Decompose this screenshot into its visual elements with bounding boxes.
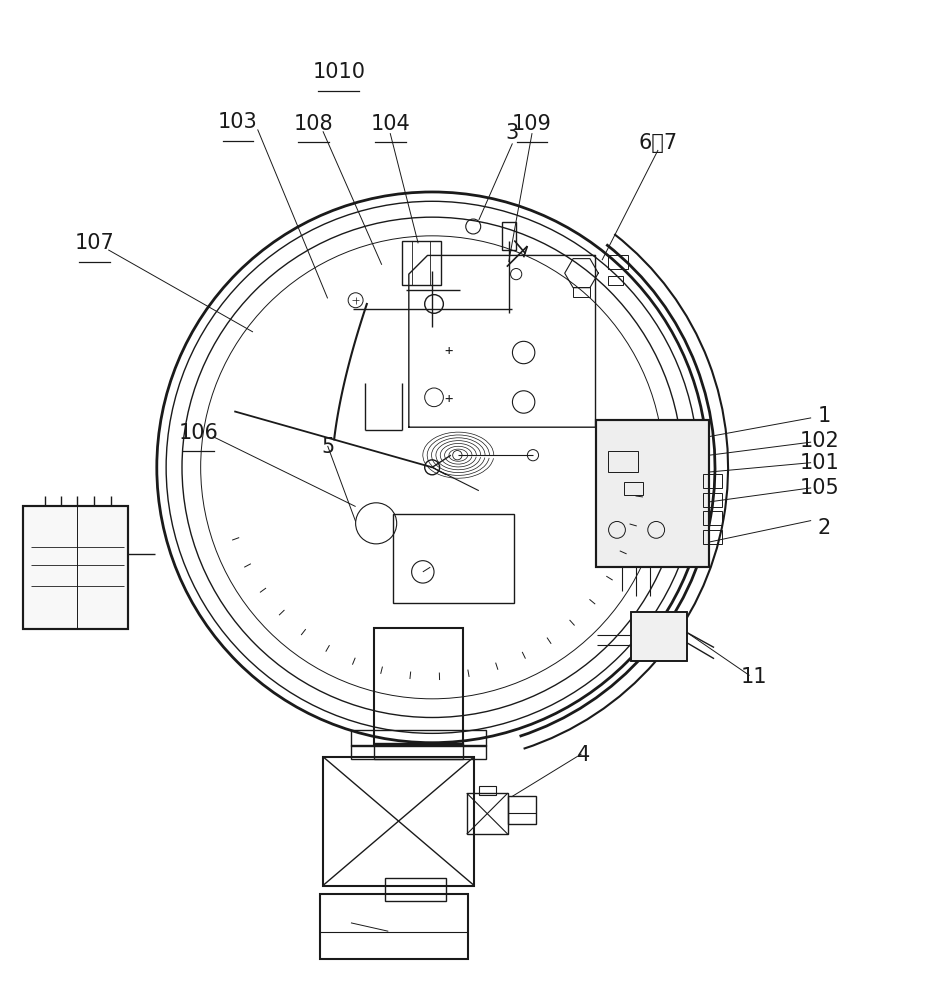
Bar <box>351 745 486 759</box>
Text: 107: 107 <box>74 233 115 253</box>
Text: 1010: 1010 <box>313 62 365 82</box>
Bar <box>508 796 536 824</box>
Bar <box>23 506 128 629</box>
Bar <box>624 482 643 495</box>
Bar <box>323 757 474 886</box>
Bar <box>386 878 446 901</box>
Text: 106: 106 <box>178 423 219 443</box>
Bar <box>375 743 463 759</box>
Text: 3: 3 <box>506 123 519 143</box>
Bar <box>631 612 687 661</box>
Bar <box>375 628 463 745</box>
Bar <box>608 255 628 269</box>
Text: 11: 11 <box>741 667 767 687</box>
Bar <box>595 420 709 567</box>
Bar <box>502 222 516 250</box>
Bar <box>351 730 486 746</box>
Bar <box>703 493 721 507</box>
Bar <box>595 420 709 567</box>
Text: +: + <box>445 344 454 358</box>
Text: 103: 103 <box>218 112 258 132</box>
Bar <box>479 786 496 795</box>
Bar <box>631 612 687 661</box>
Bar <box>608 451 638 472</box>
Text: 108: 108 <box>294 114 333 134</box>
Text: 104: 104 <box>370 114 410 134</box>
Bar <box>573 287 590 297</box>
Text: 1: 1 <box>818 406 831 426</box>
Bar <box>703 530 721 544</box>
Text: 105: 105 <box>800 478 839 498</box>
Text: 5: 5 <box>321 437 334 457</box>
Bar <box>467 793 508 834</box>
Text: 109: 109 <box>512 114 552 134</box>
Bar <box>608 276 623 285</box>
Text: 6、7: 6、7 <box>639 133 678 153</box>
Bar <box>320 894 468 959</box>
Bar <box>703 511 721 525</box>
Bar <box>402 241 441 285</box>
Text: 2: 2 <box>818 518 831 538</box>
Bar <box>703 474 721 488</box>
Text: 101: 101 <box>800 453 839 473</box>
Bar <box>393 514 515 603</box>
Text: +: + <box>445 392 454 406</box>
Text: 102: 102 <box>800 431 839 451</box>
Text: 4: 4 <box>577 745 590 765</box>
Bar <box>23 506 128 629</box>
